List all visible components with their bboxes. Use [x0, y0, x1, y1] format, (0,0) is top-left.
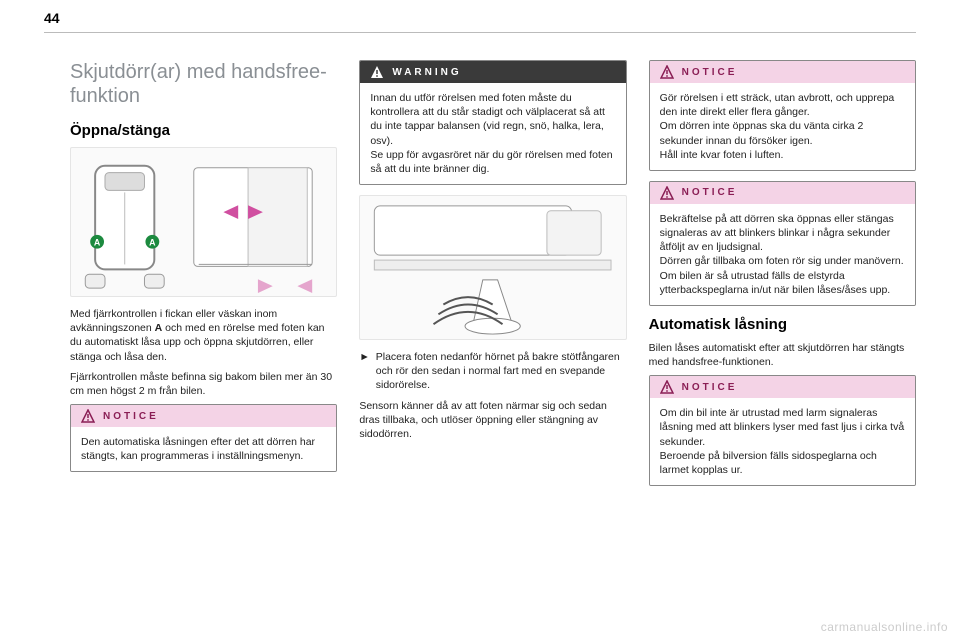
manual-page: 44 Skjutdörr(ar) med handsfree-funktion … — [0, 0, 960, 640]
svg-text:A: A — [149, 238, 156, 248]
notice-body: Om din bil inte är utrustad med larm sig… — [650, 398, 915, 485]
notice-label: NOTICE — [682, 67, 738, 78]
body-paragraph: Med fjärrkontrollen i fickan eller väska… — [70, 307, 337, 364]
subheading-open-close: Öppna/stänga — [70, 122, 337, 139]
notice-header: NOTICE — [650, 182, 915, 204]
figure-foot-sensor — [359, 195, 626, 340]
notice-callout: NOTICE Gör rörelsen i ett sträck, utan a… — [649, 60, 916, 171]
alert-triangle-icon — [660, 186, 674, 200]
body-paragraph: Fjärrkontrollen måste befinna sig bakom … — [70, 370, 337, 398]
notice-callout: NOTICE Bekräftelse på att dörren ska öpp… — [649, 181, 916, 306]
notice-header: NOTICE — [650, 61, 915, 83]
warning-label: WARNING — [392, 67, 461, 78]
notice-label: NOTICE — [682, 382, 738, 393]
column-2: WARNING Innan du utför rörelsen med fote… — [359, 60, 626, 620]
watermark: carmanualsonline.info — [821, 620, 948, 634]
column-3: NOTICE Gör rörelsen i ett sträck, utan a… — [649, 60, 916, 620]
notice-callout: NOTICE Den automatiska låsningen efter d… — [70, 404, 337, 472]
bullet-paragraph: ► Placera foten nedanför hörnet på bakre… — [359, 350, 626, 393]
subheading-auto-lock: Automatisk låsning — [649, 316, 916, 333]
notice-body: Den automatiska låsningen efter det att … — [71, 427, 336, 471]
body-paragraph: Sensorn känner då av att foten närmar si… — [359, 399, 626, 442]
column-1: Skjutdörr(ar) med handsfree-funktion Öpp… — [70, 60, 337, 620]
foot-sweep-illustration-icon — [360, 196, 625, 339]
notice-header: NOTICE — [71, 405, 336, 427]
section-title: Skjutdörr(ar) med handsfree-funktion — [70, 60, 337, 108]
vehicle-illustration-icon: A A — [71, 148, 336, 296]
notice-body: Gör rörelsen i ett sträck, utan avbrott,… — [650, 83, 915, 170]
notice-callout: NOTICE Om din bil inte är utrustad med l… — [649, 375, 916, 486]
warning-header: WARNING — [360, 61, 625, 83]
columns-container: Skjutdörr(ar) med handsfree-funktion Öpp… — [70, 60, 916, 620]
warning-body: Innan du utför rörelsen med foten måste … — [360, 83, 625, 184]
alert-triangle-icon — [660, 65, 674, 79]
notice-label: NOTICE — [682, 187, 738, 198]
bullet-text: Placera foten nedanför hörnet på bakre s… — [376, 350, 627, 393]
figure-vehicle-top-view: A A — [70, 147, 337, 297]
alert-triangle-icon — [81, 409, 95, 423]
svg-text:A: A — [94, 238, 101, 248]
page-number: 44 — [44, 10, 60, 26]
bullet-icon: ► — [359, 350, 369, 393]
notice-header: NOTICE — [650, 376, 915, 398]
alert-triangle-icon — [660, 380, 674, 394]
notice-label: NOTICE — [103, 411, 159, 422]
body-paragraph: Bilen låses automatiskt efter att skjutd… — [649, 341, 916, 369]
warning-callout: WARNING Innan du utför rörelsen med fote… — [359, 60, 626, 185]
zone-label: A — [155, 322, 163, 334]
top-rule — [44, 32, 916, 33]
alert-triangle-icon — [370, 65, 384, 79]
notice-body: Bekräftelse på att dörren ska öppnas ell… — [650, 204, 915, 305]
